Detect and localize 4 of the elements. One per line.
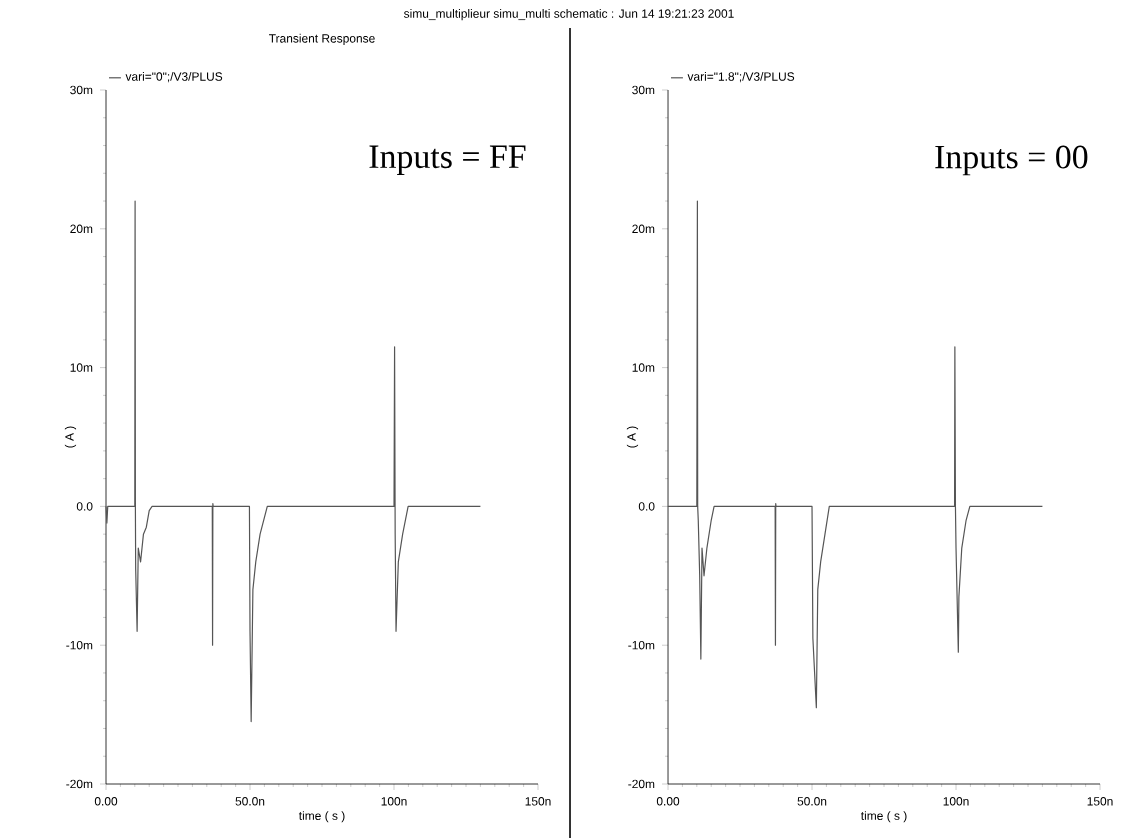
annotation: Inputs = 00: [935, 145, 1088, 176]
line-series: [667, 200, 1044, 709]
annotation: Inputs = FF: [369, 145, 526, 176]
line-series: [105, 200, 482, 723]
